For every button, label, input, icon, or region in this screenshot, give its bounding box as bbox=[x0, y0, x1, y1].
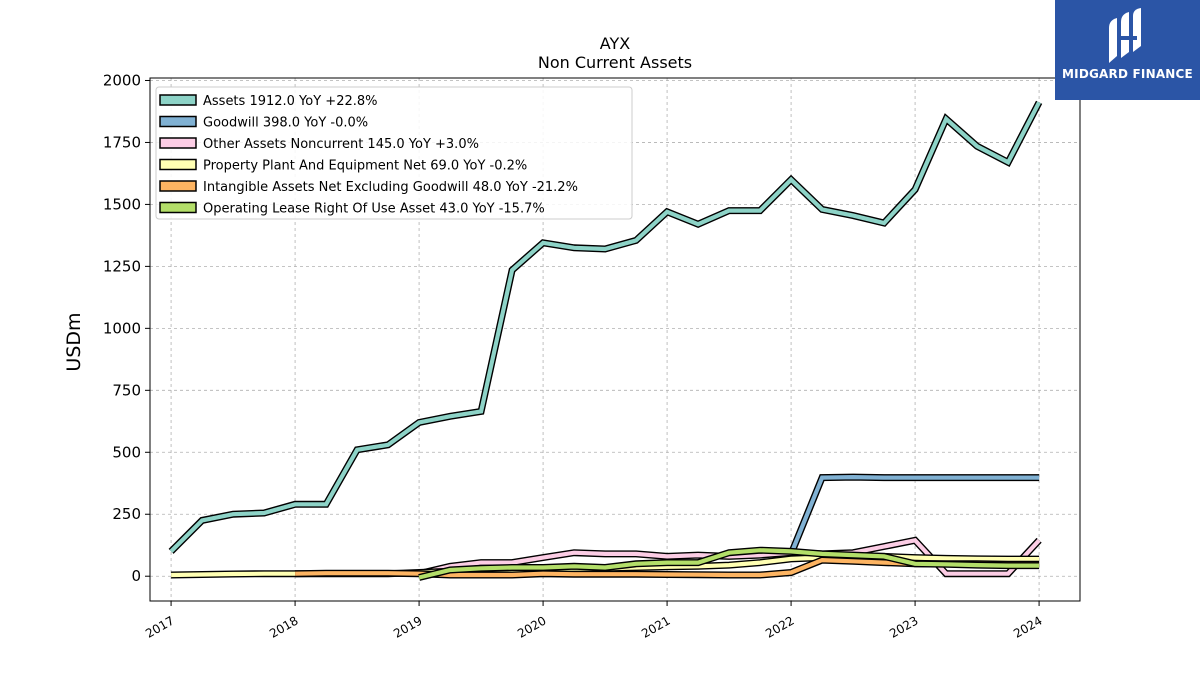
y-tick-label: 250 bbox=[112, 505, 141, 523]
logo-mark-icon bbox=[1109, 8, 1141, 63]
legend: Assets 1912.0 YoY +22.8% Goodwill 398.0 Y… bbox=[155, 86, 633, 220]
legend-item: Assets 1912.0 YoY +22.8% bbox=[159, 94, 378, 109]
y-tick-label: 750 bbox=[112, 381, 141, 399]
legend-swatch bbox=[159, 137, 197, 149]
legend-item: Intangible Assets Net Excluding Goodwill… bbox=[159, 180, 578, 195]
legend-label: Intangible Assets Net Excluding Goodwill… bbox=[203, 180, 578, 195]
legend-label: Assets 1912.0 YoY +22.8% bbox=[203, 94, 378, 109]
series-line bbox=[418, 548, 1040, 580]
legend-swatch bbox=[159, 115, 197, 128]
y-tick-label: 1250 bbox=[103, 257, 141, 275]
legend-item: Property Plant And Equipment Net 69.0 Yo… bbox=[159, 158, 527, 174]
midgard-finance-logo: MIDGARD FINANCE bbox=[1055, 0, 1200, 100]
legend-label: Other Assets Noncurrent 145.0 YoY +3.0% bbox=[203, 137, 479, 152]
x-tick-label: 2024 bbox=[1011, 613, 1044, 640]
x-tick-label: 2018 bbox=[267, 613, 300, 640]
plot-area-frame bbox=[149, 77, 1081, 602]
chart-title: AYX bbox=[600, 34, 630, 53]
series-line bbox=[169, 101, 1041, 553]
series-line bbox=[789, 474, 1040, 555]
x-tick-label: 2019 bbox=[391, 613, 424, 640]
series-assets bbox=[168, 100, 1043, 554]
y-tick-label: 1750 bbox=[103, 133, 141, 151]
y-tick-label: 500 bbox=[112, 443, 141, 461]
legend-swatch bbox=[159, 180, 197, 192]
x-tick-label: 2022 bbox=[763, 613, 796, 640]
legend-box bbox=[155, 86, 633, 220]
series-operating-lease-right-of-use-asset bbox=[418, 546, 1040, 581]
chart-subtitle: Non Current Assets bbox=[538, 53, 692, 72]
legend-label: Operating Lease Right Of Use Asset 43.0 … bbox=[203, 202, 545, 217]
x-tick-label: 2021 bbox=[639, 613, 672, 640]
logo-text: MIDGARD FINANCE bbox=[1062, 67, 1193, 81]
legend-item: Other Assets Noncurrent 145.0 YoY +3.0% bbox=[159, 137, 479, 152]
y-tick-label: 0 bbox=[131, 567, 141, 585]
y-tick-label: 1500 bbox=[103, 195, 141, 213]
legend-swatch bbox=[159, 158, 197, 171]
y-tick-label: 2000 bbox=[103, 71, 141, 89]
series-goodwill bbox=[787, 473, 1040, 556]
legend-swatch bbox=[159, 201, 197, 214]
legend-item: Operating Lease Right Of Use Asset 43.0 … bbox=[159, 201, 545, 217]
legend-item: Goodwill 398.0 YoY -0.0% bbox=[159, 115, 368, 131]
x-tick-label: 2023 bbox=[887, 613, 920, 640]
legend-swatch bbox=[159, 94, 197, 106]
legend-label: Goodwill 398.0 YoY -0.0% bbox=[203, 116, 368, 131]
y-tick-label: 1000 bbox=[103, 319, 141, 337]
x-tick-label: 2017 bbox=[143, 613, 176, 640]
x-tick-label: 2020 bbox=[515, 613, 548, 640]
legend-label: Property Plant And Equipment Net 69.0 Yo… bbox=[203, 159, 527, 174]
series-lines bbox=[168, 100, 1043, 581]
y-axis-label: USDm bbox=[63, 312, 85, 371]
